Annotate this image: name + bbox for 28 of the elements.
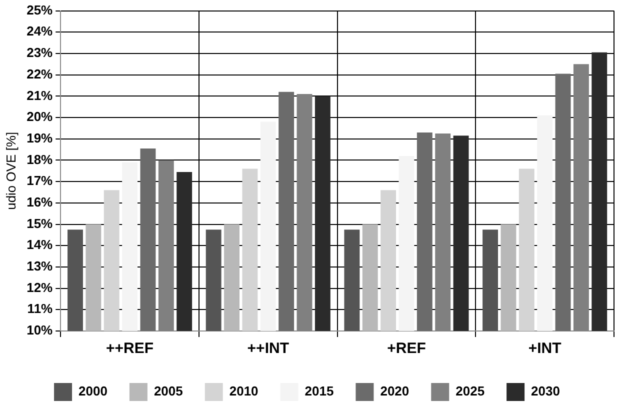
y-tick-label: 11% [27,301,54,316]
y-tick-label: 23% [26,45,54,60]
y-tick-label: 10% [26,322,54,338]
x-tick-label: +REF [387,340,426,358]
y-tick-label: 15% [26,216,54,231]
legend-label: 2005 [154,384,183,399]
legend-label: 2020 [380,384,410,399]
y-tick-label: 21% [26,88,54,103]
y-tick-label: 22% [26,66,54,82]
y-tick-label: 16% [26,194,54,210]
y-tick-label: 25% [26,2,54,18]
y-tick-label: 12% [26,280,54,295]
y-axis-title: udio OVE [%] [3,132,18,210]
y-tick-label: 24% [26,24,54,39]
x-tick-label: ++INT [247,340,289,358]
y-tick-label: 19% [26,130,54,146]
legend-label: 2010 [229,384,258,399]
x-tick-label: ++REF [106,340,154,358]
legend-label: 2015 [304,384,334,399]
y-tick-label: 20% [26,109,54,124]
legend-label: 2025 [456,384,485,399]
legend-label: 2000 [78,384,108,399]
x-tick-label: +INT [528,340,562,358]
legend-label: 2030 [531,384,560,399]
y-tick-label: 14% [26,237,54,252]
y-tick-label: 18% [26,152,54,167]
y-tick-label: 17% [26,173,54,188]
y-tick-label: 13% [26,258,54,274]
